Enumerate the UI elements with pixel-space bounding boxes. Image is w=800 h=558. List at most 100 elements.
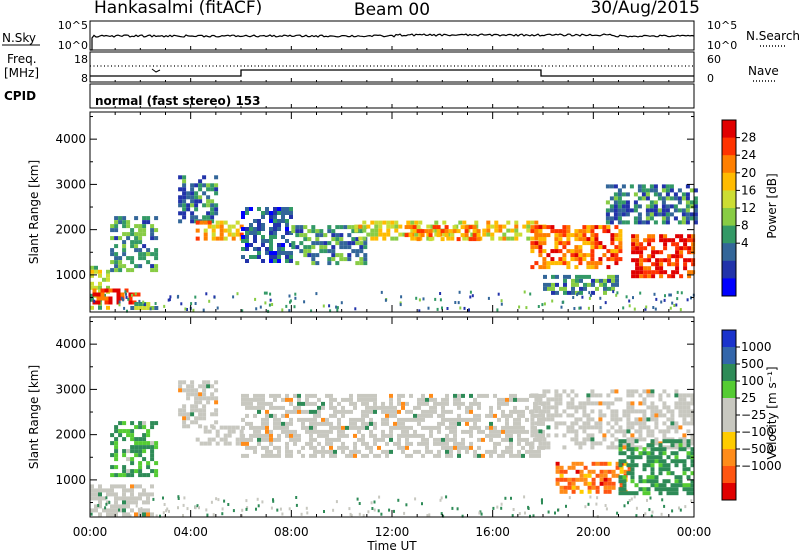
velocity-cell	[626, 405, 631, 410]
velocity-cell	[658, 455, 663, 460]
power-cell	[351, 249, 356, 254]
velocity-cell	[638, 437, 643, 442]
velocity-cell	[678, 459, 683, 464]
power-cell	[604, 301, 607, 305]
velocity-cell	[373, 500, 376, 504]
velocity-cell	[538, 429, 543, 434]
velocity-cell	[542, 405, 547, 410]
velocity-cell	[682, 459, 687, 464]
power-cell	[418, 232, 423, 237]
velocity-cell	[301, 409, 305, 414]
power-cell	[675, 246, 680, 251]
power-cell	[691, 262, 696, 267]
velocity-cell	[297, 417, 301, 422]
x-tick-label: 00:00	[73, 525, 108, 539]
x-tick-label: 20:00	[576, 525, 611, 539]
power-cell	[386, 220, 391, 225]
velocity-cell	[194, 416, 199, 421]
velocity-cell	[401, 405, 405, 410]
velocity-cell	[333, 397, 337, 402]
velocity-cell	[138, 445, 143, 450]
power-cell	[380, 290, 383, 294]
power-cell	[269, 215, 273, 219]
velocity-cell	[603, 481, 608, 486]
velocity-cell	[257, 429, 261, 434]
power-cell	[261, 227, 265, 231]
power-cell	[594, 261, 599, 266]
velocity-cell	[461, 429, 465, 434]
velocity-cell	[682, 405, 687, 410]
power-cell	[269, 247, 273, 251]
velocity-cell	[349, 401, 353, 406]
velocity-cell	[618, 459, 623, 464]
power-cell	[645, 305, 648, 309]
velocity-cell	[517, 413, 521, 418]
power-cell	[566, 241, 571, 246]
power-cell	[126, 236, 131, 241]
velocity-cell	[329, 405, 333, 410]
power-cell	[554, 229, 559, 234]
velocity-cell	[215, 497, 218, 501]
velocity-cell	[397, 409, 401, 414]
velocity-cell	[578, 441, 583, 446]
power-cell	[645, 220, 650, 225]
power-cell	[370, 232, 375, 237]
power-cell	[249, 227, 253, 231]
power-cell	[291, 241, 296, 246]
power-cell	[130, 256, 135, 261]
power-cell	[194, 195, 199, 200]
velocity-cell	[570, 397, 575, 402]
power-cell	[311, 261, 316, 266]
velocity-cell	[513, 393, 517, 398]
velocity-cell	[650, 483, 655, 488]
power-cell	[245, 259, 249, 263]
velocity-cell	[465, 421, 469, 426]
power-cell	[93, 299, 96, 303]
power-cell	[605, 216, 610, 221]
power-cell	[210, 203, 215, 208]
velocity-cell	[178, 384, 183, 389]
velocity-cell	[210, 384, 215, 389]
power-cell	[138, 236, 143, 241]
power-cell	[589, 293, 592, 297]
velocity-cell	[249, 401, 253, 406]
velocity-cell	[249, 421, 253, 426]
velocity-cell	[547, 510, 550, 514]
power-cell	[195, 220, 200, 225]
velocity-cell	[570, 405, 575, 410]
velocity-cell	[140, 507, 143, 510]
velocity-cell	[607, 481, 612, 486]
velocity-cell	[554, 397, 559, 402]
power-cell	[398, 232, 403, 237]
power-cell	[143, 303, 146, 307]
velocity-cell	[309, 437, 313, 442]
velocity-cell	[690, 413, 695, 418]
power-cell	[265, 239, 269, 243]
power-cell	[347, 233, 352, 238]
velocity-cell	[579, 469, 584, 474]
velocity-cell	[567, 465, 572, 470]
power-cell	[607, 286, 611, 291]
velocity-cell	[509, 425, 513, 430]
velocity-cell	[142, 437, 147, 442]
velocity-cell	[605, 507, 608, 511]
velocity-cell	[285, 445, 289, 450]
power-cell	[530, 229, 535, 234]
velocity-cell	[177, 506, 179, 510]
velocity-cell	[277, 421, 281, 426]
velocity-cell	[690, 397, 695, 402]
velocity-cell	[598, 441, 603, 446]
velocity-cell	[517, 437, 521, 442]
power-cell	[289, 299, 292, 303]
velocity-cell	[646, 429, 651, 434]
velocity-cell	[130, 421, 135, 426]
power-cell	[126, 268, 131, 273]
velocity-cell	[345, 445, 349, 450]
velocity-cell	[642, 421, 647, 426]
power-cell	[687, 234, 692, 239]
velocity-cell	[566, 413, 571, 418]
velocity-cell	[654, 479, 659, 484]
power-cell	[210, 219, 215, 224]
velocity-cell	[110, 504, 114, 509]
power-cell	[293, 305, 296, 309]
